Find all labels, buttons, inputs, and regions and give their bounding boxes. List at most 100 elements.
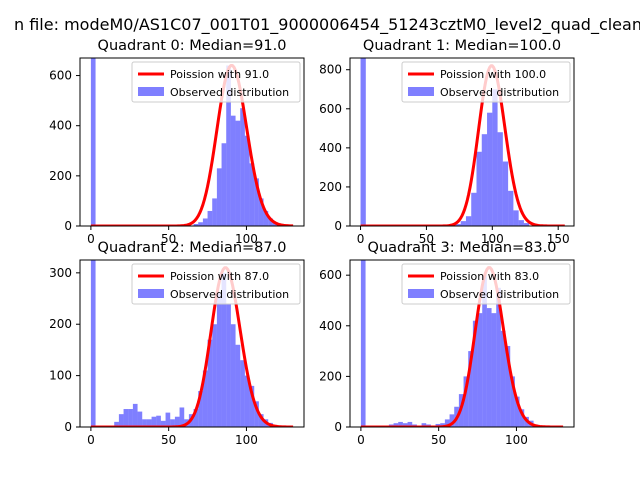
axes-frame bbox=[79, 259, 305, 428]
histogram-bar bbox=[449, 414, 455, 427]
legend-label: Poission with 100.0 bbox=[440, 68, 546, 81]
histogram-bar bbox=[487, 112, 493, 226]
x-tick-label: 100 bbox=[481, 232, 504, 246]
axes-frame bbox=[349, 57, 575, 227]
chart-panels: 0 50 100 0 200 400 600 Quadrant 0: Median=91.0 P… bbox=[49, 38, 575, 447]
y-tick-label: 400 bbox=[319, 319, 342, 333]
histogram-bar bbox=[216, 293, 222, 427]
legend-box bbox=[401, 61, 571, 103]
histogram-bar bbox=[523, 223, 530, 226]
histogram-bar bbox=[198, 222, 203, 226]
histogram-bar bbox=[202, 218, 208, 226]
y-tick-label: 600 bbox=[319, 268, 342, 282]
legend: Poission with 87.0 Observed distribution bbox=[131, 263, 301, 305]
y-tick-label: 200 bbox=[49, 169, 72, 183]
histogram-bar bbox=[486, 308, 492, 427]
histogram-bar bbox=[482, 275, 487, 427]
histogram-bar bbox=[510, 376, 515, 427]
y-tick-label: 200 bbox=[49, 317, 72, 331]
histogram-bar bbox=[221, 143, 227, 226]
x-tick-label: 0 bbox=[357, 433, 365, 447]
y-tick-label: 200 bbox=[319, 180, 342, 194]
histogram-bar bbox=[444, 419, 450, 427]
legend-label: Poission with 83.0 bbox=[440, 270, 539, 283]
histogram-bar bbox=[407, 421, 413, 427]
y-tick-label: 0 bbox=[334, 219, 342, 233]
histogram-bar bbox=[519, 409, 525, 427]
legend-bar-swatch bbox=[408, 87, 434, 96]
chart-panel-3: 0 50 100 0 200 400 600 Quadrant 3: Median=83.0 P… bbox=[319, 240, 575, 447]
histogram-bar bbox=[492, 89, 498, 226]
x-tick-label: 50 bbox=[431, 433, 446, 447]
histogram-bar bbox=[249, 163, 255, 226]
legend-label: Observed distribution bbox=[170, 86, 289, 99]
histogram-bar bbox=[221, 272, 227, 427]
panel-title: Quadrant 3: Median=83.0 bbox=[368, 240, 557, 256]
chart-panel-2: 0 50 100 0 100 200 300 Quadrant 2: Median=87.0 P… bbox=[49, 240, 305, 447]
panel-title: Quadrant 2: Median=87.0 bbox=[98, 240, 287, 256]
histogram-bar bbox=[207, 339, 213, 427]
plot-area bbox=[90, 58, 294, 226]
poisson-curve bbox=[90, 64, 294, 226]
histogram-bar bbox=[226, 65, 231, 226]
histogram-bar bbox=[244, 135, 250, 226]
panel-title: Quadrant 0: Median=91.0 bbox=[98, 38, 287, 54]
histogram-bar bbox=[198, 391, 203, 427]
x-tick-label: 150 bbox=[547, 232, 570, 246]
histogram-bar bbox=[170, 419, 175, 427]
legend-label: Poission with 91.0 bbox=[170, 68, 269, 81]
histogram-bar bbox=[502, 161, 509, 226]
histogram-bar bbox=[123, 409, 129, 427]
histogram-bar bbox=[90, 58, 96, 226]
axes-frame bbox=[79, 57, 305, 227]
legend-box bbox=[131, 61, 301, 103]
histogram-bar bbox=[440, 423, 445, 427]
legend-label: Observed distribution bbox=[440, 86, 559, 99]
histogram-bar bbox=[179, 407, 185, 427]
histogram-bar bbox=[202, 370, 208, 427]
histogram-bar bbox=[244, 375, 250, 427]
histogram-bar bbox=[476, 151, 482, 226]
histogram-bar bbox=[160, 420, 166, 427]
histogram-bar bbox=[263, 210, 269, 226]
histogram-bar bbox=[146, 419, 152, 427]
legend: Poission with 91.0 Observed distribution bbox=[131, 61, 301, 103]
poisson-curve bbox=[360, 64, 565, 226]
histogram-bar bbox=[472, 320, 478, 427]
histogram-bar bbox=[230, 115, 236, 226]
histogram-bar bbox=[398, 421, 403, 427]
histogram-bar bbox=[500, 330, 506, 427]
histogram-bar bbox=[402, 423, 408, 427]
legend-bar-swatch bbox=[138, 87, 164, 96]
y-tick-label: 200 bbox=[319, 369, 342, 383]
histogram-bar bbox=[235, 344, 241, 427]
histogram-bar bbox=[477, 313, 483, 427]
x-tick-label: 50 bbox=[161, 433, 176, 447]
legend-box bbox=[401, 263, 571, 305]
x-tick-label: 0 bbox=[87, 433, 95, 447]
histogram-bar bbox=[137, 411, 143, 427]
y-tick-label: 400 bbox=[49, 119, 72, 133]
y-tick-label: 300 bbox=[49, 266, 72, 280]
chart-panel-1: 0 50 100 150 0 200 400 600 800 Quadrant 1: Median… bbox=[319, 38, 575, 246]
axes-frame bbox=[349, 259, 575, 428]
poisson-curve bbox=[360, 266, 564, 427]
histogram-bar bbox=[471, 192, 477, 226]
histogram-bar bbox=[505, 346, 511, 427]
plot-area bbox=[360, 260, 564, 427]
y-tick-label: 0 bbox=[64, 219, 72, 233]
plot-area bbox=[90, 260, 294, 427]
legend-label: Observed distribution bbox=[170, 288, 289, 301]
poisson-curve bbox=[90, 266, 294, 427]
histogram-bar bbox=[491, 313, 497, 427]
histogram-bar bbox=[360, 58, 366, 226]
histogram-bar bbox=[212, 198, 217, 226]
plot-area bbox=[360, 58, 565, 226]
histogram-bar bbox=[258, 414, 264, 427]
legend-label: Observed distribution bbox=[440, 288, 559, 301]
histogram-bar bbox=[193, 223, 199, 226]
histogram-bar bbox=[254, 178, 259, 226]
histogram-bar bbox=[393, 423, 399, 427]
histogram-bar bbox=[254, 401, 259, 427]
